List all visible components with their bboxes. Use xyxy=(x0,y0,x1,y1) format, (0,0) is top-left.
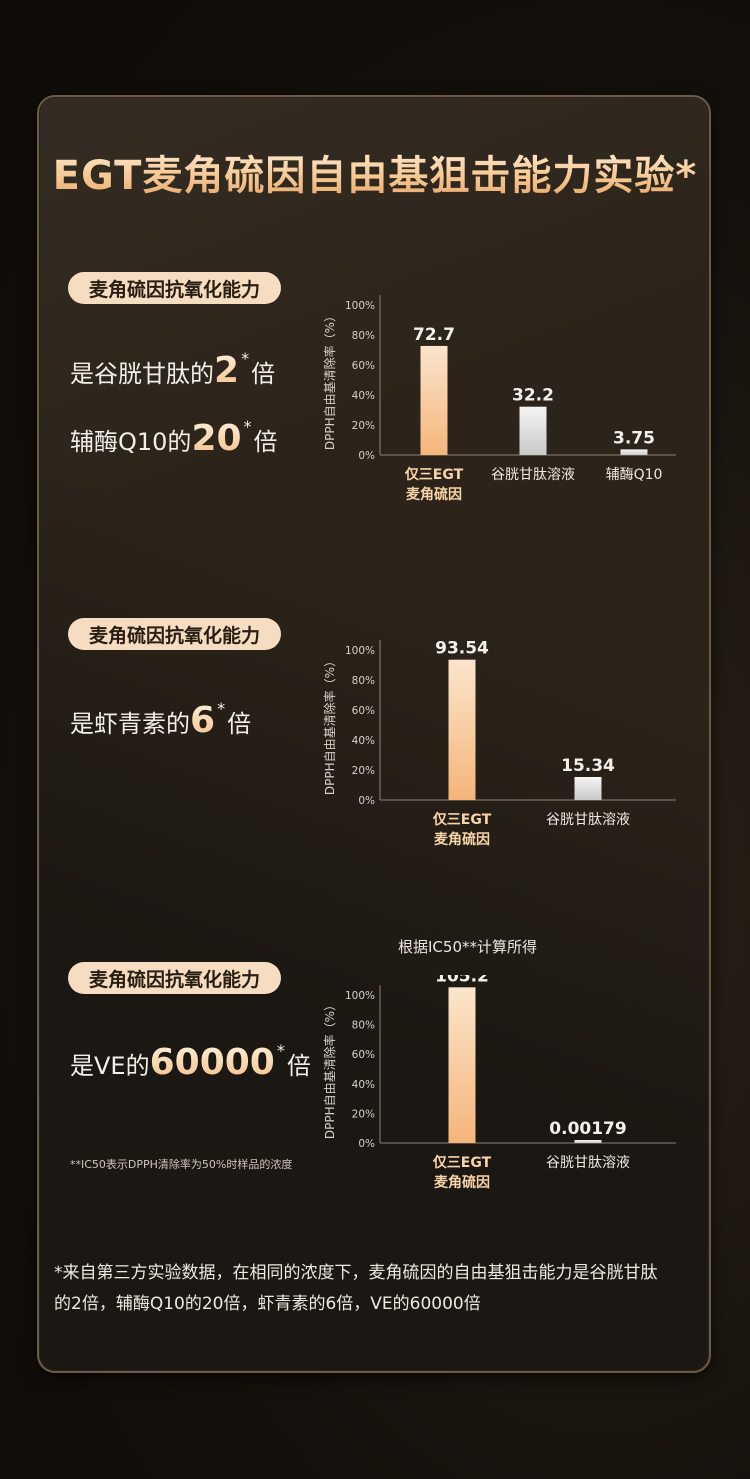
y-tick-label: 0% xyxy=(358,795,375,807)
y-tick-label: 40% xyxy=(352,1079,375,1091)
claim-star: * xyxy=(217,699,226,718)
bar-chart-1: DPPH自由基清除率（%） 0% 20% 40% 60% 80% 100% 72.7 仅三EGT… xyxy=(322,295,676,503)
page-title: EGT麦角硫因自由基狙击能力实验* xyxy=(0,143,750,201)
y-axis-label: DPPH自由基清除率（%） xyxy=(322,999,337,1139)
y-tick-label: 100% xyxy=(345,645,375,657)
category-label: 辅酶Q10 xyxy=(606,467,663,483)
content-card xyxy=(37,95,711,1373)
y-tick-label: 20% xyxy=(352,1108,375,1120)
y-tick-label: 40% xyxy=(352,390,375,402)
category-label: 谷胱甘肽溶液 xyxy=(491,467,575,483)
category-label: 麦角硫因 xyxy=(434,831,490,848)
y-tick-label: 20% xyxy=(352,765,375,777)
claim-line: 是虾青素的6 *倍 xyxy=(70,699,251,741)
claim-suffix: 倍 xyxy=(227,710,252,738)
chart-caption: 根据IC50**计算所得 xyxy=(398,938,537,956)
y-tick-label: 0% xyxy=(358,1138,375,1150)
claim-suffix: 倍 xyxy=(286,1052,311,1080)
bar xyxy=(519,406,547,455)
data-label: 72.7 xyxy=(413,325,455,345)
claim-prefix: 是VE的 xyxy=(70,1052,150,1080)
claim-line: 辅酶Q10的20 *倍 xyxy=(70,417,278,459)
bar-chart-2: DPPH自由基清除率（%） 0% 20% 40% 60% 80% 100% 93.54 仅三EG… xyxy=(322,639,676,848)
claim-prefix: 是虾青素的 xyxy=(70,710,190,738)
footnote-line: *来自第三方实验数据，在相同的浓度下，麦角硫因的自由基狙击能力是谷胱甘肽 xyxy=(54,1263,658,1283)
y-tick-label: 40% xyxy=(352,735,375,747)
data-label: 3.75 xyxy=(613,428,655,448)
claim-line: 是VE的60000 *倍 xyxy=(70,1041,311,1083)
claim-multiple: 6 xyxy=(190,700,216,741)
category-label: 仅三EGT xyxy=(432,1154,492,1171)
category-label: 仅三EGT xyxy=(404,466,464,483)
bar xyxy=(620,449,648,455)
data-label: 105.2 xyxy=(435,975,489,986)
claim-multiple: 20 xyxy=(191,418,242,459)
claim-multiple: 2 xyxy=(214,350,240,391)
y-tick-label: 60% xyxy=(352,360,375,372)
data-label: 32.2 xyxy=(512,386,554,406)
category-label: 麦角硫因 xyxy=(434,1174,490,1191)
data-label: 93.54 xyxy=(435,639,489,659)
section-pill: 麦角硫因抗氧化能力 xyxy=(68,618,281,650)
data-label: 0.00179 xyxy=(549,1119,626,1139)
bar xyxy=(574,1140,602,1143)
section-pill: 麦角硫因抗氧化能力 xyxy=(68,272,281,304)
claim-prefix: 是谷胱甘肽的 xyxy=(70,360,214,388)
claim-line: 是谷胱甘肽的2 *倍 xyxy=(70,349,275,391)
y-tick-label: 60% xyxy=(352,1049,375,1061)
bar-highlight xyxy=(420,345,448,455)
bar xyxy=(574,776,602,800)
bar-highlight xyxy=(448,987,476,1143)
y-tick-label: 0% xyxy=(358,450,375,462)
section-pill: 麦角硫因抗氧化能力 xyxy=(68,962,281,994)
y-tick-label: 20% xyxy=(352,420,375,432)
claim-star: * xyxy=(276,1041,285,1060)
claim-multiple: 60000 xyxy=(149,1042,275,1083)
y-axis-label: DPPH自由基清除率（%） xyxy=(322,310,337,450)
category-label: 谷胱甘肽溶液 xyxy=(546,1155,630,1171)
data-label: 15.34 xyxy=(561,756,615,776)
y-tick-label: 80% xyxy=(352,1020,375,1032)
claim-star: * xyxy=(243,417,252,436)
claim-suffix: 倍 xyxy=(251,360,276,388)
y-tick-label: 100% xyxy=(345,300,375,312)
footnote: *来自第三方实验数据，在相同的浓度下，麦角硫因的自由基狙击能力是谷胱甘肽 的2倍… xyxy=(54,1258,704,1320)
y-axis-label: DPPH自由基清除率（%） xyxy=(322,655,337,795)
y-tick-label: 100% xyxy=(345,990,375,1002)
claim-star: * xyxy=(241,349,250,368)
y-tick-label: 80% xyxy=(352,675,375,687)
bar-highlight xyxy=(448,659,476,800)
y-tick-label: 60% xyxy=(352,705,375,717)
claim-suffix: 倍 xyxy=(253,428,278,456)
category-label: 谷胱甘肽溶液 xyxy=(546,812,630,828)
y-tick-label: 80% xyxy=(352,330,375,342)
claim-prefix: 辅酶Q10的 xyxy=(70,428,192,456)
ic50-note: **IC50表示DPPH清除率为50%时样品的浓度 xyxy=(70,1158,293,1171)
footnote-line: 的2倍，辅酶Q10的20倍，虾青素的6倍，VE的60000倍 xyxy=(54,1294,481,1314)
category-label: 仅三EGT xyxy=(432,811,492,828)
category-label: 麦角硫因 xyxy=(406,486,462,503)
bar-chart-3: DPPH自由基清除率（%） 0% 20% 40% 60% 80% 100% 105.2 仅三EG… xyxy=(322,975,676,1191)
